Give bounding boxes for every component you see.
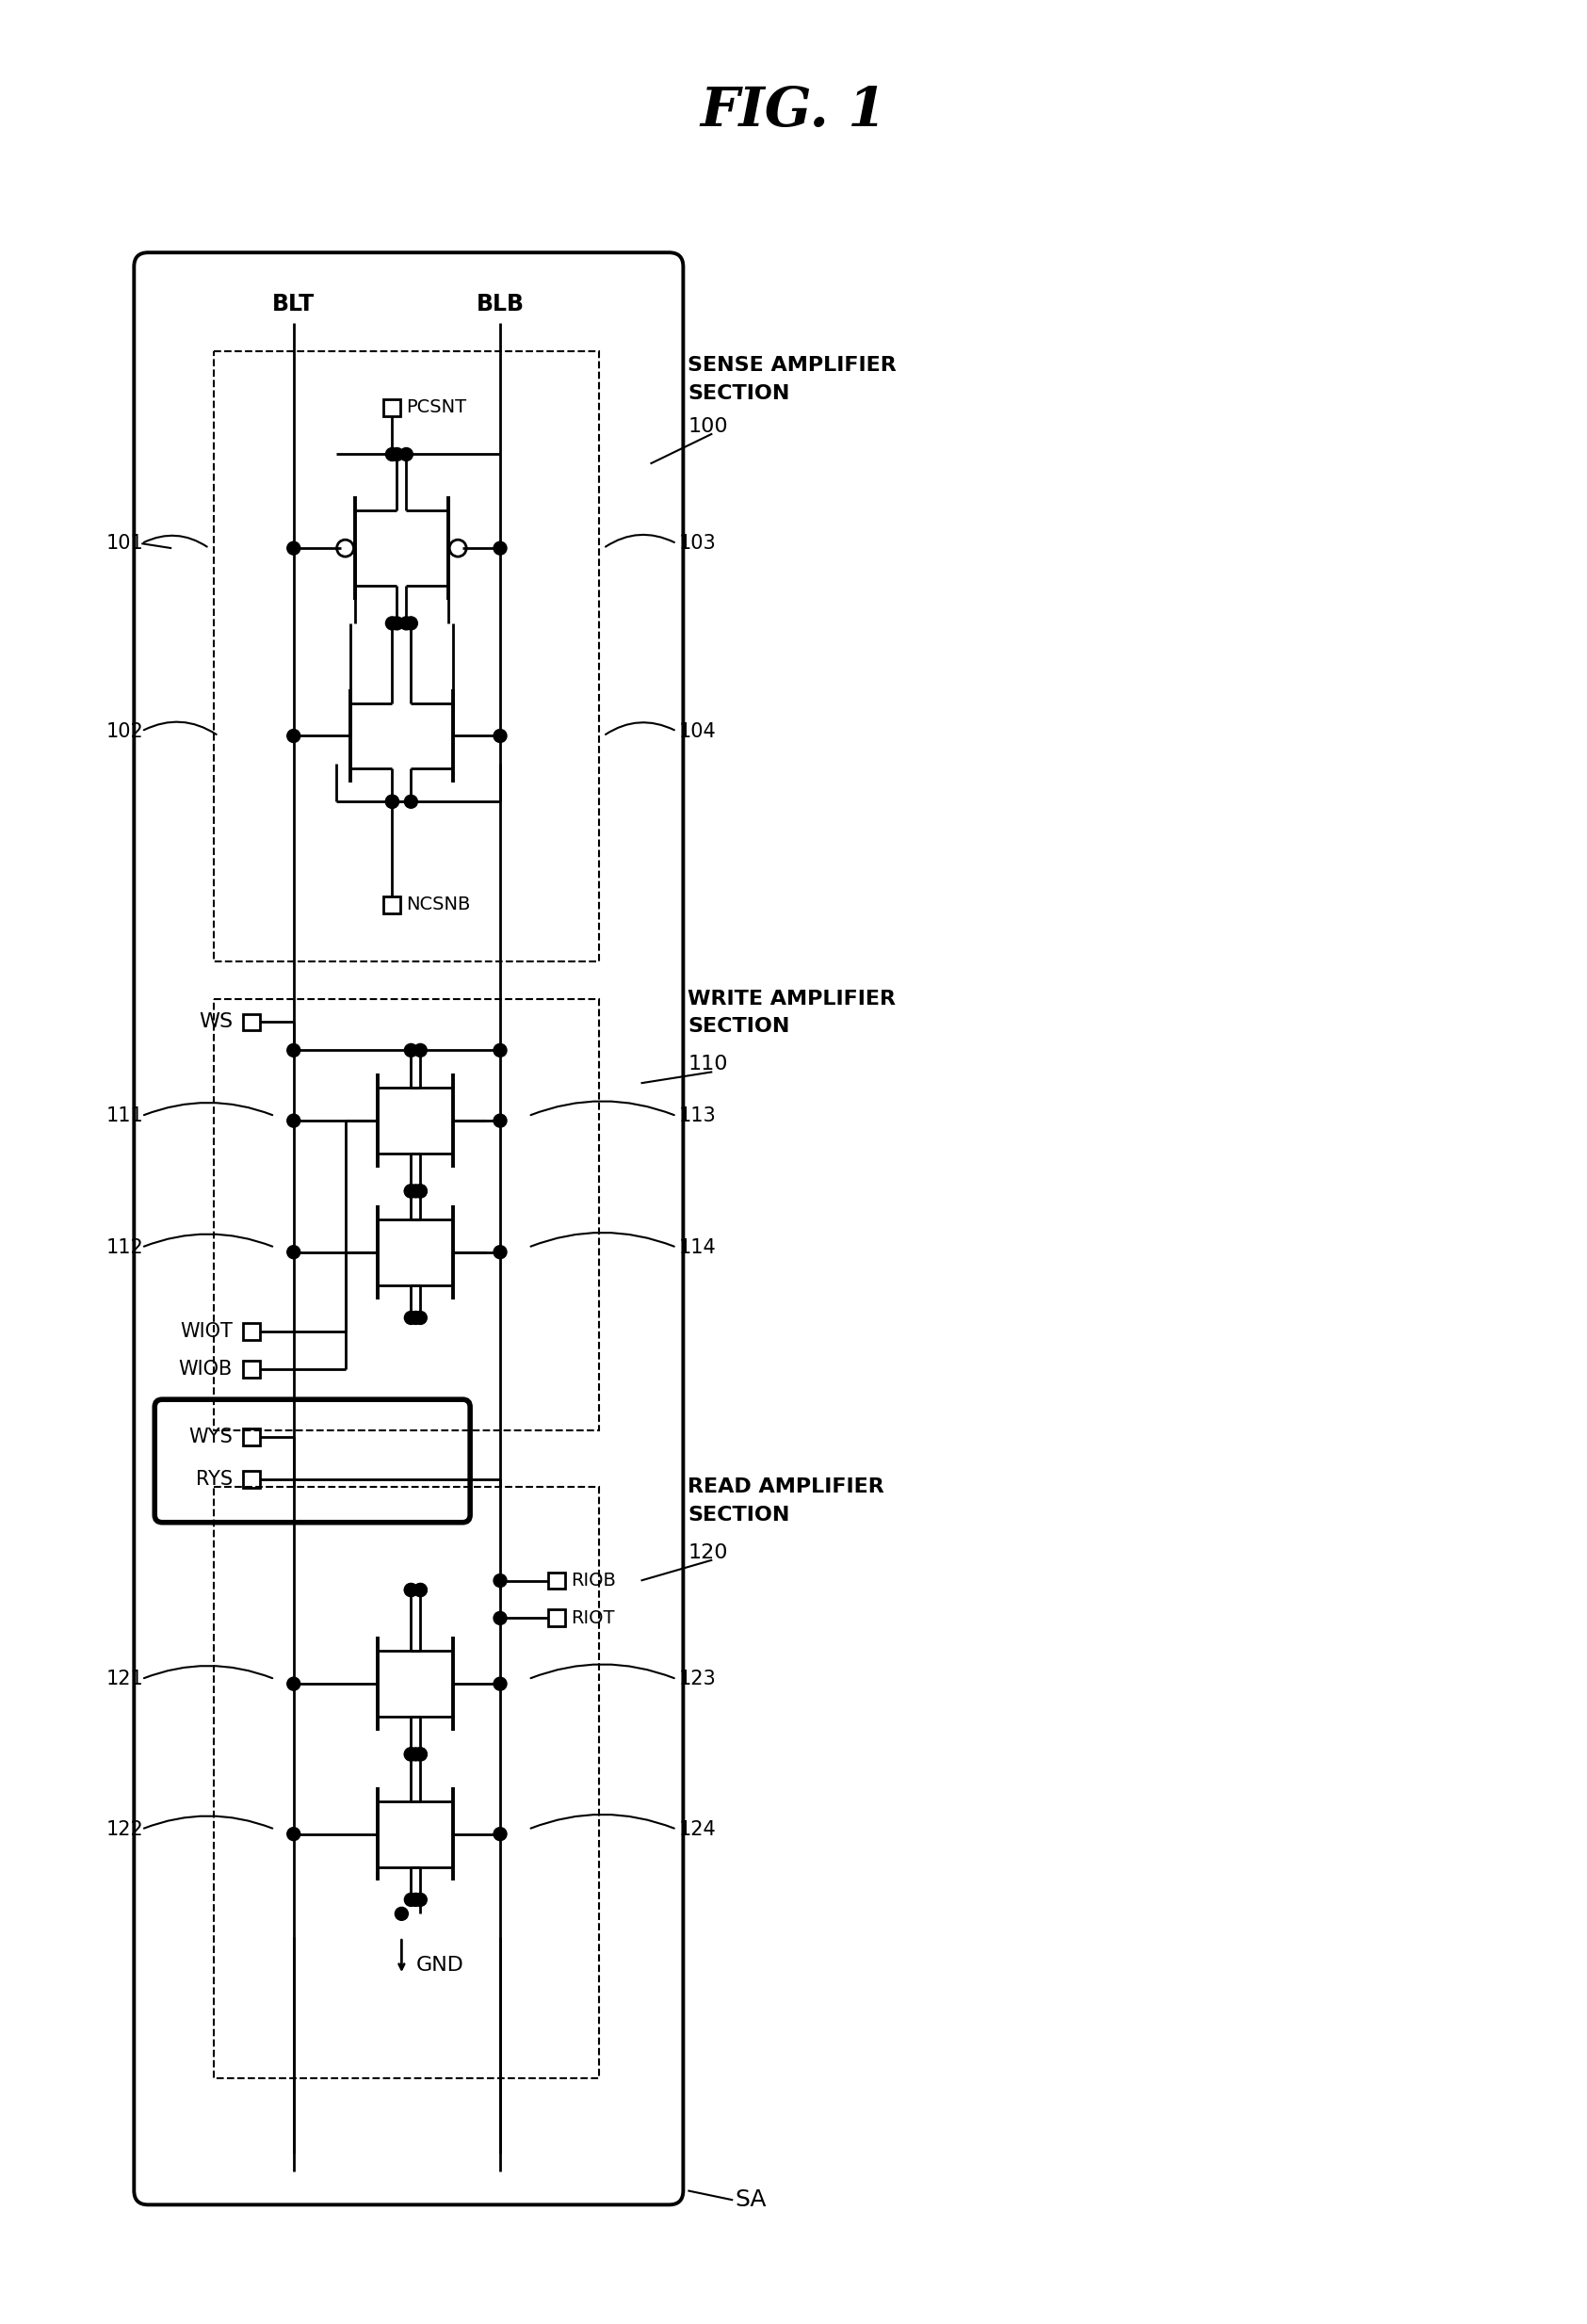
Text: WYS: WYS (189, 1427, 233, 1446)
Circle shape (405, 616, 417, 630)
Text: SECTION: SECTION (687, 1506, 790, 1525)
Circle shape (414, 1185, 427, 1197)
Text: RIOB: RIOB (571, 1571, 616, 1590)
Circle shape (494, 1043, 506, 1057)
Text: 114: 114 (679, 1239, 716, 1257)
Bar (243, 1471, 260, 1487)
Text: SENSE AMPLIFIER: SENSE AMPLIFIER (687, 356, 897, 374)
Circle shape (405, 1185, 417, 1197)
Circle shape (405, 1748, 417, 1762)
Text: 121: 121 (106, 1669, 143, 1690)
Circle shape (409, 1185, 422, 1197)
Text: 124: 124 (679, 1820, 716, 1838)
Bar (243, 1322, 260, 1341)
Bar (548, 1611, 565, 1627)
Circle shape (400, 616, 413, 630)
Circle shape (494, 1827, 506, 1841)
Bar (243, 1362, 260, 1378)
Bar (214, 351, 598, 962)
Circle shape (494, 1678, 506, 1690)
Text: 100: 100 (687, 416, 728, 435)
Circle shape (287, 1043, 300, 1057)
Text: PCSNT: PCSNT (406, 397, 467, 416)
Circle shape (390, 616, 403, 630)
Circle shape (494, 541, 506, 555)
Text: NCSNB: NCSNB (406, 895, 471, 913)
Text: RIOT: RIOT (571, 1608, 614, 1627)
Circle shape (409, 1894, 422, 1906)
Circle shape (494, 1246, 506, 1260)
Circle shape (287, 1678, 300, 1690)
Circle shape (414, 1043, 427, 1057)
Text: BLB: BLB (476, 293, 524, 316)
Text: SA: SA (735, 2189, 767, 2212)
Circle shape (405, 1583, 417, 1597)
Circle shape (494, 730, 506, 741)
Text: 104: 104 (679, 723, 716, 741)
Text: 120: 120 (687, 1543, 728, 1562)
Circle shape (409, 1748, 422, 1762)
Circle shape (494, 1573, 506, 1587)
Circle shape (405, 1583, 417, 1597)
Circle shape (494, 1611, 506, 1624)
Bar (243, 1429, 260, 1446)
Text: 101: 101 (106, 535, 143, 553)
Text: WIOB: WIOB (179, 1360, 233, 1378)
Circle shape (395, 1908, 408, 1920)
Text: 102: 102 (106, 723, 143, 741)
Text: FIG. 1: FIG. 1 (700, 86, 887, 139)
Text: 103: 103 (679, 535, 716, 553)
Circle shape (405, 1894, 417, 1906)
Text: 122: 122 (106, 1820, 143, 1838)
Circle shape (400, 449, 413, 460)
Bar (384, 400, 400, 416)
Circle shape (405, 1043, 417, 1057)
Circle shape (414, 1748, 427, 1762)
Text: 123: 123 (679, 1669, 716, 1690)
Circle shape (287, 1827, 300, 1841)
Bar (243, 1013, 260, 1030)
Circle shape (414, 1311, 427, 1325)
Circle shape (414, 1894, 427, 1906)
Circle shape (414, 1748, 427, 1762)
Text: SECTION: SECTION (687, 1018, 790, 1037)
Text: WRITE AMPLIFIER: WRITE AMPLIFIER (687, 990, 897, 1009)
Text: WIOT: WIOT (179, 1322, 233, 1341)
Circle shape (405, 1748, 417, 1762)
Circle shape (409, 1311, 422, 1325)
Circle shape (386, 616, 398, 630)
Text: RYS: RYS (195, 1469, 233, 1490)
Text: 112: 112 (106, 1239, 143, 1257)
Text: 110: 110 (687, 1055, 728, 1074)
Circle shape (386, 795, 398, 809)
Circle shape (405, 1311, 417, 1325)
Circle shape (287, 1246, 300, 1260)
Text: READ AMPLIFIER: READ AMPLIFIER (687, 1478, 884, 1497)
Circle shape (386, 795, 398, 809)
Circle shape (405, 795, 417, 809)
Circle shape (287, 541, 300, 555)
Circle shape (414, 1583, 427, 1597)
Circle shape (414, 1583, 427, 1597)
Text: GND: GND (416, 1957, 463, 1975)
Circle shape (494, 1113, 506, 1127)
Circle shape (405, 1185, 417, 1197)
Text: SECTION: SECTION (687, 383, 790, 402)
Bar (214, 999, 598, 1432)
Circle shape (287, 730, 300, 741)
Text: 113: 113 (679, 1106, 716, 1125)
Bar (384, 897, 400, 913)
Circle shape (390, 449, 403, 460)
Text: WS: WS (198, 1013, 233, 1032)
Text: BLT: BLT (273, 293, 314, 316)
Circle shape (386, 449, 398, 460)
Bar (214, 1487, 598, 2078)
Circle shape (414, 1185, 427, 1197)
Circle shape (287, 1113, 300, 1127)
Text: 111: 111 (106, 1106, 143, 1125)
Bar (548, 1571, 565, 1590)
